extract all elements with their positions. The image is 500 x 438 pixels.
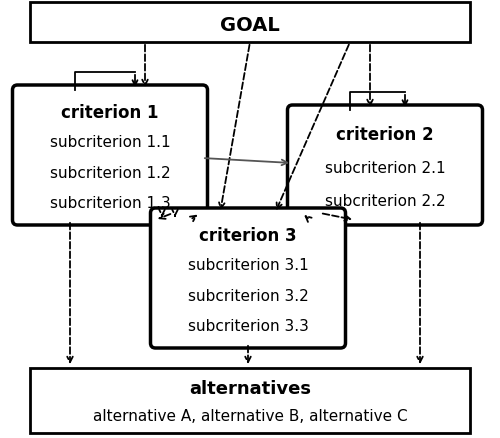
Text: alternatives: alternatives xyxy=(189,380,311,398)
Text: subcriterion 3.1: subcriterion 3.1 xyxy=(188,258,308,273)
Text: criterion 3: criterion 3 xyxy=(199,227,297,245)
FancyBboxPatch shape xyxy=(30,367,470,432)
Text: subcriterion 2.1: subcriterion 2.1 xyxy=(324,161,446,176)
Text: subcriterion 3.2: subcriterion 3.2 xyxy=(188,289,308,304)
Text: alternative A, alternative B, alternative C: alternative A, alternative B, alternativ… xyxy=(92,410,407,424)
Text: subcriterion 2.2: subcriterion 2.2 xyxy=(324,194,446,209)
Text: GOAL: GOAL xyxy=(220,16,280,35)
Text: criterion 1: criterion 1 xyxy=(61,104,159,122)
Text: subcriterion 1.3: subcriterion 1.3 xyxy=(50,196,170,211)
Text: subcriterion 1.2: subcriterion 1.2 xyxy=(50,166,170,180)
Text: subcriterion 3.3: subcriterion 3.3 xyxy=(188,319,308,334)
Text: criterion 2: criterion 2 xyxy=(336,126,434,144)
FancyBboxPatch shape xyxy=(12,85,207,225)
FancyBboxPatch shape xyxy=(288,105,482,225)
Text: subcriterion 1.1: subcriterion 1.1 xyxy=(50,135,170,150)
FancyBboxPatch shape xyxy=(150,208,346,348)
FancyBboxPatch shape xyxy=(30,2,470,42)
